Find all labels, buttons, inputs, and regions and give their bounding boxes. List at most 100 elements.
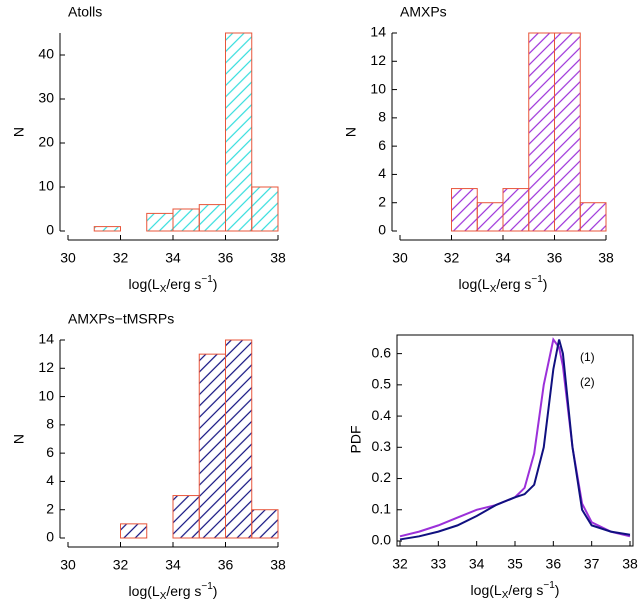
y-tick-label: 8 [46,416,54,432]
x-axis-label-part: −1 [201,581,213,592]
y-tick-label: 0.3 [372,438,392,454]
x-axis-label-part: log(L [129,583,160,599]
x-tick-label: 34 [165,250,181,266]
y-tick-label: 2 [378,193,386,209]
y-tick-label: 12 [38,359,54,375]
y-tick-label: 0.1 [372,500,392,516]
y-axis-label: N [11,127,27,137]
bar [579,202,607,232]
chart-title: Atolls [68,4,102,20]
x-tick-label: 34 [469,556,485,572]
x-tick-label: 36 [218,557,234,573]
x-tick-label: 36 [546,556,562,572]
x-tick-label: 38 [622,556,638,572]
x-axis-label: log(LX/erg s−1) [129,581,218,602]
bar [251,509,279,539]
x-axis-label-part: ) [213,276,218,292]
x-tick-label: 37 [584,556,600,572]
x-tick-label: 32 [444,250,460,266]
bar [528,32,555,232]
bar [93,226,121,232]
y-tick-label: 0.6 [372,344,392,360]
x-tick-label: 36 [218,250,234,266]
y-tick-label: 20 [38,134,54,150]
x-tick-label: 38 [270,557,286,573]
x-axis-label-part: log(L [459,276,490,292]
x-tick-label: 32 [113,557,129,573]
x-axis-label: log(LX/erg s−1) [471,580,560,601]
bar [225,32,253,232]
y-tick-label: 0.0 [372,532,392,548]
x-axis-label-part: −1 [531,274,543,285]
x-axis-label-part: X [160,284,167,295]
y-tick-label: 14 [38,331,54,347]
x-axis-label-part: X [490,284,497,295]
x-axis-label-part: ) [555,582,560,598]
x-tick-label: 38 [598,250,614,266]
bar [476,202,504,232]
y-tick-label: 0.4 [372,407,392,423]
x-axis-label-part: −1 [543,580,555,591]
y-tick-label: 0.2 [372,469,392,485]
bar [251,186,279,232]
x-axis-label-part: ) [543,276,548,292]
y-tick-label: 0 [46,529,54,545]
x-tick-label: 32 [392,556,408,572]
x-tick-label: 34 [165,557,181,573]
x-axis-label-part: ) [213,583,218,599]
bar [554,32,581,232]
x-axis-label: log(LX/erg s−1) [459,274,548,295]
y-tick-label: 0 [46,222,54,238]
y-tick-label: 4 [46,472,54,488]
x-axis-label-part: /erg s [496,276,531,292]
y-tick-label: 10 [370,80,386,96]
bar [172,208,200,232]
bar [120,523,148,539]
y-tick-label: 2 [46,500,54,516]
y-tick-label: 14 [370,24,386,40]
x-tick-label: 30 [392,250,408,266]
bar [198,353,226,539]
x-axis-label-part: log(L [471,582,502,598]
y-tick-label: 40 [38,46,54,62]
x-tick-label: 36 [547,250,563,266]
y-tick-label: 10 [38,178,54,194]
bar [198,204,226,232]
y-tick-label: 0 [378,222,386,238]
y-tick-label: 30 [38,90,54,106]
x-axis-label-part: X [160,591,167,602]
y-tick-label: 8 [378,109,386,125]
x-tick-label: 38 [270,250,286,266]
pdf-line [399,339,631,541]
x-tick-label: 30 [60,557,76,573]
chart-title: AMXPs [400,4,447,20]
y-axis-label: PDF [348,426,364,454]
y-tick-label: 4 [378,165,386,181]
x-axis-label-part: /erg s [166,583,201,599]
y-tick-label: 6 [46,444,54,460]
y-tick-label: 12 [370,52,386,68]
bar [502,188,530,232]
x-axis-label-part: /erg s [166,276,201,292]
y-axis-label: N [343,127,359,137]
legend-label: (2) [580,375,595,389]
x-axis-label: log(LX/erg s−1) [129,274,218,295]
plot-frame [396,334,634,547]
x-tick-label: 30 [60,250,76,266]
y-tick-label: 6 [378,137,386,153]
bar [146,212,174,232]
x-axis-label-part: X [502,590,509,601]
legend-label: (1) [580,350,595,364]
pdf-line [399,337,631,538]
y-tick-label: 0.5 [372,376,392,392]
chart-title: AMXPs−tMSRPs [68,311,174,327]
x-tick-label: 33 [431,556,447,572]
bar [172,495,200,539]
y-tick-label: 10 [38,387,54,403]
y-axis-label: N [11,434,27,444]
x-axis-label-part: log(L [129,276,160,292]
x-tick-label: 34 [495,250,511,266]
bar [451,188,478,232]
x-axis-label-part: /erg s [508,582,543,598]
